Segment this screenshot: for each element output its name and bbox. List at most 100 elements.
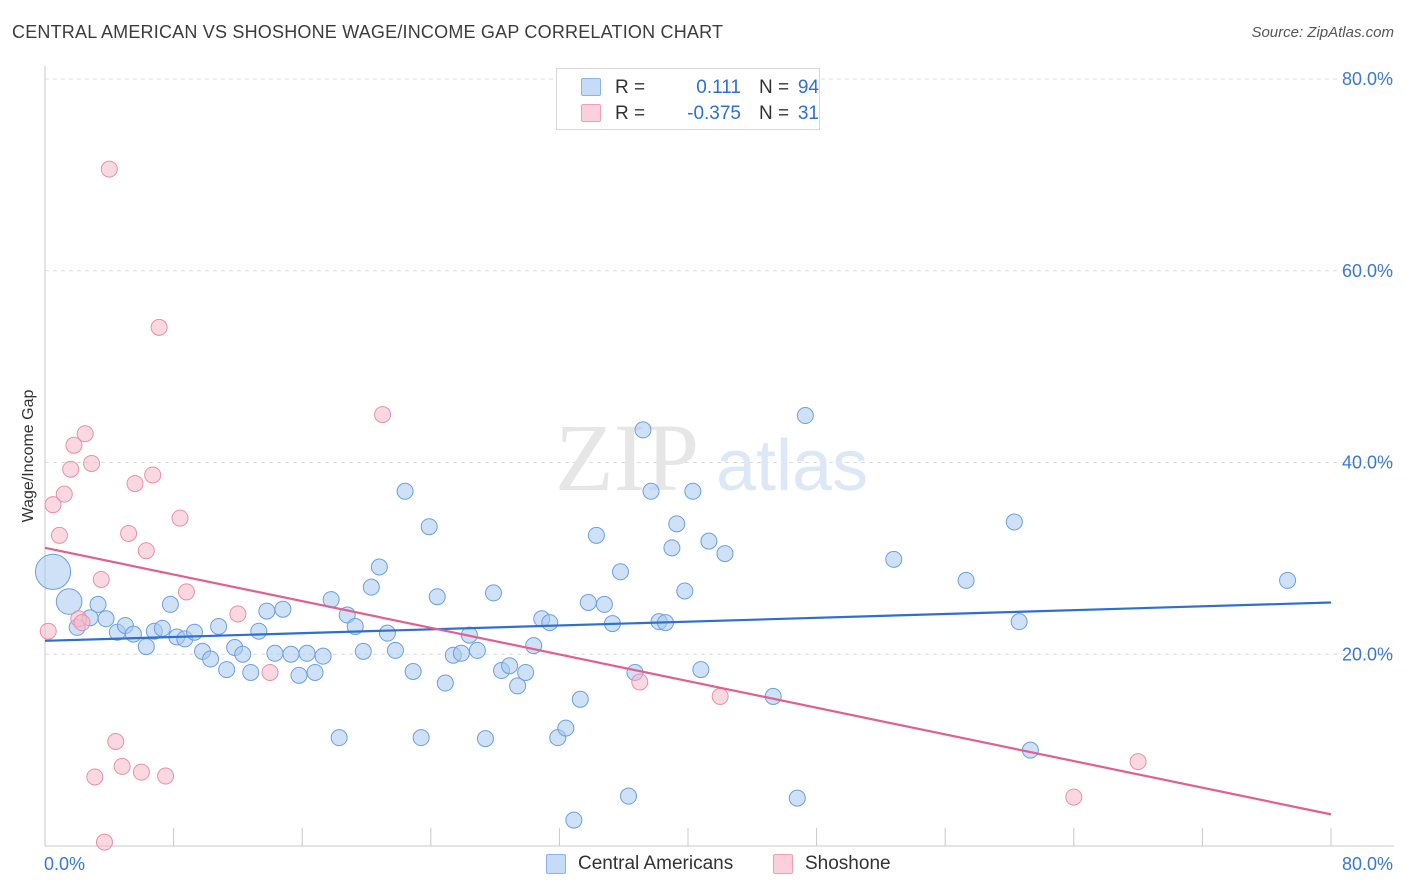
point-central-americans <box>137 638 155 656</box>
y-tick-label: 20.0% <box>1342 644 1393 664</box>
point-shoshone <box>113 757 131 775</box>
point-central-americans <box>330 729 348 747</box>
r-value: 0.111 <box>696 77 741 98</box>
point-central-americans <box>306 663 324 681</box>
watermark-atlas: atlas <box>716 426 868 506</box>
series-legend: Central Americans Shoshone <box>0 850 1406 878</box>
point-central-americans <box>298 644 316 662</box>
y-tick-label: 80.0% <box>1342 69 1393 89</box>
point-shoshone <box>157 767 175 785</box>
point-central-americans <box>97 610 115 628</box>
point-central-americans <box>266 644 284 662</box>
point-central-americans <box>386 641 404 659</box>
point-central-americans <box>611 563 629 581</box>
point-central-americans <box>55 588 83 615</box>
trend-lines <box>44 546 1332 816</box>
point-central-americans <box>764 687 782 705</box>
point-central-americans <box>234 645 252 663</box>
point-central-americans <box>202 650 220 668</box>
point-central-americans <box>282 645 300 663</box>
point-central-americans <box>668 515 686 533</box>
point-central-americans <box>501 657 519 675</box>
point-central-americans <box>404 663 422 681</box>
point-central-americans <box>885 550 903 568</box>
point-central-americans <box>634 421 652 439</box>
point-central-americans <box>587 526 605 544</box>
point-central-americans <box>1279 571 1297 589</box>
point-central-americans <box>354 642 372 660</box>
point-central-americans <box>378 624 396 642</box>
point-central-americans <box>565 811 583 829</box>
point-central-americans <box>185 623 203 641</box>
y-tick-label: 40.0% <box>1342 453 1393 473</box>
point-central-americans <box>541 614 559 632</box>
point-shoshone <box>1129 753 1147 771</box>
point-central-americans <box>476 730 494 748</box>
legend-swatch-blue <box>546 854 566 874</box>
x-tick-label: 80.0% <box>1342 854 1393 874</box>
point-central-americans <box>676 582 694 600</box>
point-central-americans <box>412 729 430 747</box>
trend-line-central-americans <box>44 601 1332 642</box>
point-central-americans <box>250 622 268 640</box>
point-central-americans <box>684 482 702 500</box>
point-shoshone <box>132 763 150 781</box>
point-shoshone <box>229 605 247 623</box>
r-value: -0.375 <box>687 103 741 124</box>
point-shoshone <box>62 460 80 478</box>
watermark-zip: ZIP <box>555 404 699 511</box>
point-central-americans <box>692 661 710 679</box>
point-central-americans <box>161 595 179 613</box>
watermark: ZIP atlas <box>555 404 868 511</box>
point-shoshone <box>150 318 168 336</box>
point-shoshone <box>65 436 83 454</box>
r-label: R = <box>615 103 646 124</box>
point-central-americans <box>314 647 332 665</box>
point-central-americans <box>579 593 597 611</box>
point-central-americans <box>571 690 589 708</box>
point-central-americans <box>34 553 72 590</box>
point-shoshone <box>73 614 91 632</box>
n-label: N = <box>759 77 790 98</box>
point-shoshone <box>631 673 649 691</box>
point-shoshone <box>92 570 110 588</box>
y-tick-label: 60.0% <box>1342 261 1393 281</box>
x-tick-label: 0.0% <box>44 854 85 874</box>
point-shoshone <box>39 622 57 640</box>
point-central-americans <box>396 482 414 500</box>
point-shoshone <box>171 509 189 527</box>
point-central-americans <box>663 539 681 557</box>
point-central-americans <box>218 661 236 679</box>
point-shoshone <box>261 663 279 681</box>
point-central-americans <box>274 600 292 618</box>
point-central-americans <box>509 677 527 695</box>
point-central-americans <box>796 407 814 425</box>
point-shoshone <box>120 524 138 542</box>
r-label: R = <box>615 77 646 98</box>
point-shoshone <box>95 833 113 851</box>
point-central-americans <box>452 644 470 662</box>
point-central-americans <box>1005 513 1023 531</box>
trend-line-shoshone <box>44 546 1332 816</box>
grid-lines <box>45 78 1394 655</box>
point-shoshone <box>50 526 68 544</box>
point-central-americans <box>124 625 142 643</box>
point-shoshone <box>137 542 155 560</box>
point-central-americans <box>89 595 107 613</box>
point-shoshone <box>107 732 125 750</box>
point-central-americans <box>258 602 276 620</box>
data-points <box>34 160 1297 851</box>
axes <box>44 66 1394 847</box>
legend-swatch-pink <box>773 854 793 874</box>
point-central-americans <box>1010 613 1028 631</box>
correlation-legend: R = 0.111 N = 94 R = -0.375 N = 31 <box>556 68 820 130</box>
point-central-americans <box>557 719 575 737</box>
n-value: 94 <box>797 77 819 98</box>
legend-label: Shoshone <box>805 853 891 874</box>
point-central-americans <box>700 532 718 550</box>
point-shoshone <box>44 496 62 514</box>
legend-swatch-blue <box>581 78 601 96</box>
y-axis-label: Wage/Income Gap <box>20 390 37 523</box>
n-label: N = <box>759 103 790 124</box>
